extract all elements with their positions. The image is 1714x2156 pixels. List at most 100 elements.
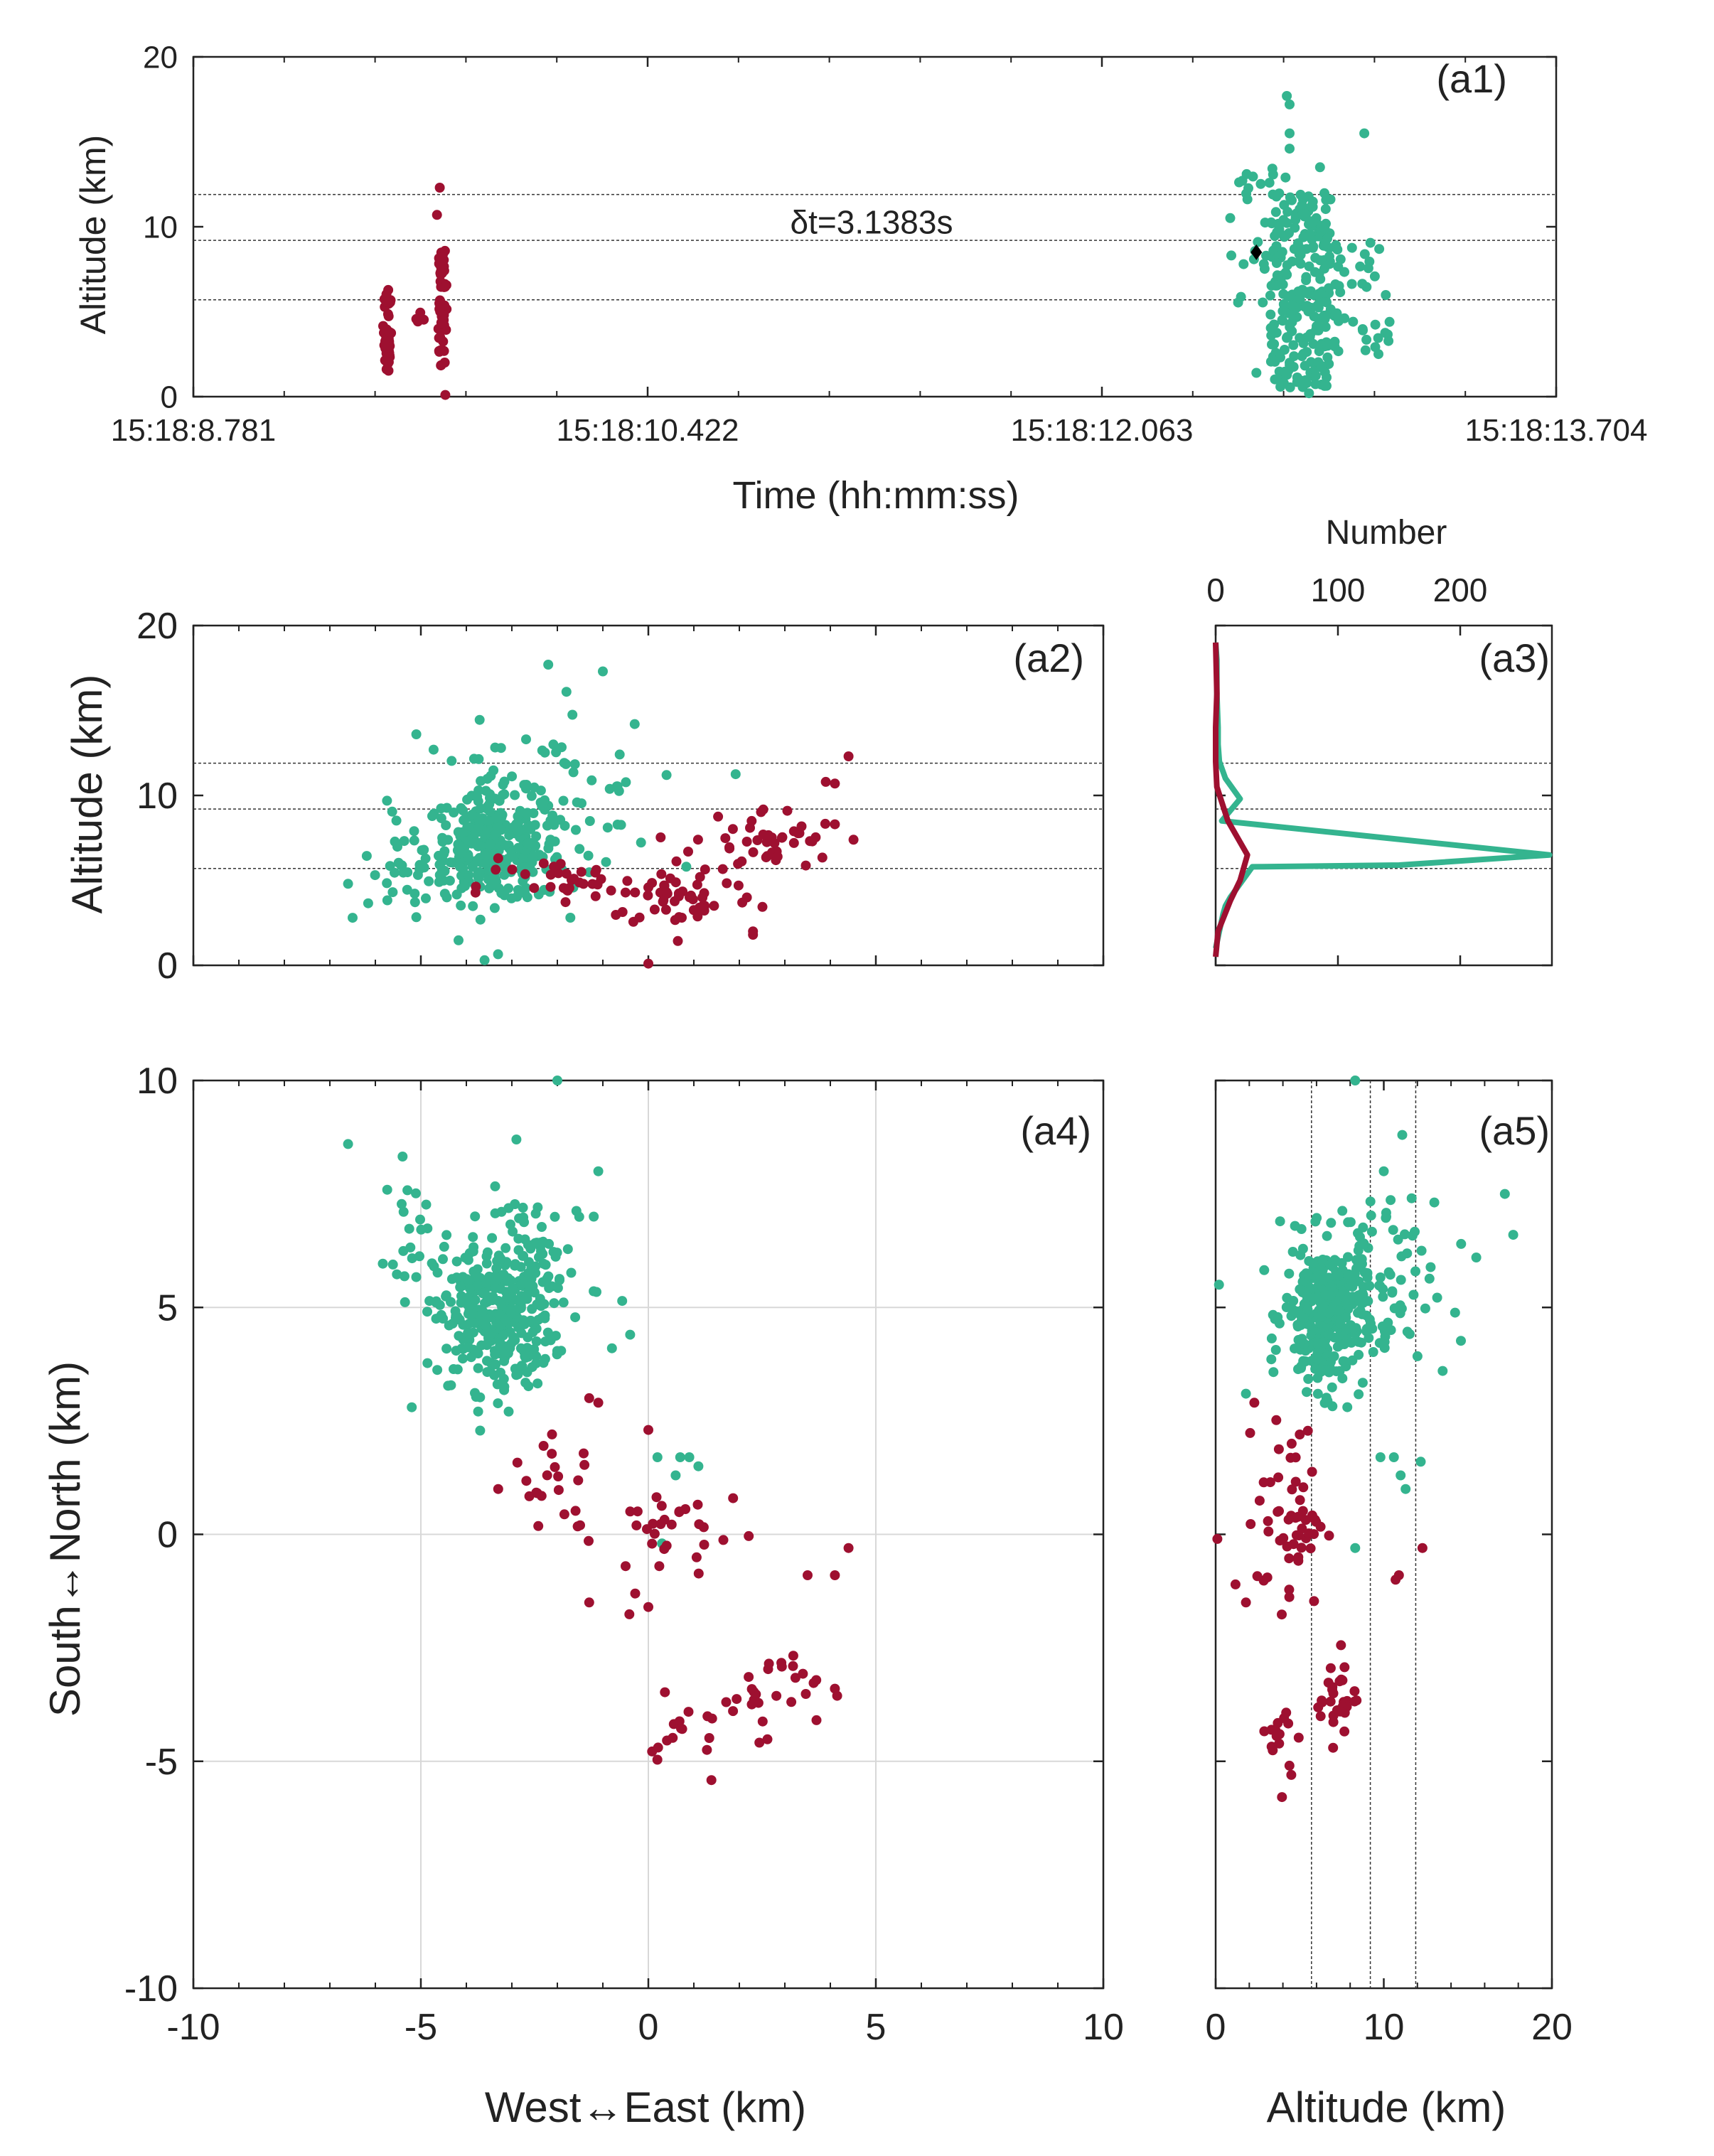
data-point-green bbox=[491, 1263, 502, 1274]
data-point-green bbox=[496, 1253, 506, 1264]
data-point-green bbox=[483, 815, 493, 826]
data-point-green bbox=[400, 1271, 409, 1282]
data-point-green bbox=[1361, 334, 1372, 345]
data-point-red bbox=[720, 833, 731, 844]
panel-label-a1: (a1) bbox=[1436, 56, 1507, 101]
histogram-line-green bbox=[1213, 642, 1553, 949]
data-point-green bbox=[521, 734, 531, 745]
data-point-green bbox=[1322, 372, 1332, 382]
data-point-red bbox=[686, 890, 696, 901]
data-point-green bbox=[409, 835, 419, 846]
data-point-red bbox=[668, 1732, 678, 1743]
data-point-green bbox=[555, 1274, 564, 1285]
data-point-green bbox=[464, 1342, 473, 1353]
x-tick-label: 10 bbox=[1364, 2007, 1405, 2048]
data-point-green bbox=[577, 798, 586, 809]
data-point-red bbox=[1277, 1792, 1287, 1803]
y-tick-label: -5 bbox=[145, 1742, 178, 1783]
data-point-green bbox=[1270, 1345, 1281, 1355]
data-point-green bbox=[1305, 329, 1316, 339]
data-point-green bbox=[531, 831, 542, 842]
data-point-green bbox=[1251, 368, 1262, 378]
data-point-green bbox=[1312, 1388, 1323, 1399]
data-point-green bbox=[416, 1224, 427, 1235]
data-point-red bbox=[660, 904, 671, 915]
data-point-green bbox=[652, 1452, 663, 1462]
data-point-green bbox=[1275, 1216, 1285, 1227]
data-point-green bbox=[1389, 1303, 1400, 1314]
histogram-line-red bbox=[1213, 642, 1250, 958]
data-point-red bbox=[1249, 1398, 1260, 1408]
data-point-red bbox=[1294, 1530, 1305, 1540]
data-point-green bbox=[1324, 1272, 1334, 1283]
data-point-green bbox=[1282, 206, 1293, 217]
data-point-green bbox=[601, 857, 611, 867]
data-point-green bbox=[511, 1135, 522, 1144]
data-point-green bbox=[456, 1297, 466, 1308]
delta-t-annotation: δt=3.1383s bbox=[791, 204, 953, 241]
data-point-red bbox=[704, 1733, 714, 1743]
data-point-green bbox=[1358, 325, 1368, 336]
data-point-red bbox=[631, 1520, 642, 1530]
data-point-green bbox=[1393, 1234, 1403, 1245]
data-point-green bbox=[555, 815, 566, 825]
data-point-green bbox=[1259, 264, 1270, 274]
data-point-red bbox=[695, 904, 706, 915]
data-point-green bbox=[1374, 244, 1385, 254]
data-point-green bbox=[1243, 183, 1253, 193]
data-point-red bbox=[573, 1475, 584, 1486]
data-point-green bbox=[505, 1219, 515, 1230]
data-point-red bbox=[1245, 1427, 1255, 1438]
data-point-red bbox=[533, 1521, 544, 1531]
x-tick-label: 15:18:12.063 bbox=[1011, 413, 1194, 448]
data-point-green bbox=[1302, 1292, 1312, 1302]
x-tick-label: 5 bbox=[866, 2007, 887, 2048]
data-point-red bbox=[1293, 1732, 1304, 1743]
data-point-green bbox=[508, 1283, 518, 1293]
data-point-red bbox=[748, 847, 759, 857]
data-point-red bbox=[1262, 1572, 1273, 1583]
data-point-green bbox=[439, 889, 450, 899]
data-point-red bbox=[630, 887, 641, 898]
data-point-green bbox=[443, 1380, 454, 1391]
data-point-red bbox=[524, 1491, 535, 1501]
data-point-green bbox=[548, 739, 559, 750]
data-point-green bbox=[1272, 280, 1282, 291]
data-point-green bbox=[504, 830, 515, 841]
data-point-red bbox=[1305, 1543, 1316, 1554]
data-point-green bbox=[1396, 1275, 1406, 1285]
data-point-green bbox=[636, 837, 646, 848]
data-point-green bbox=[522, 822, 532, 833]
data-point-red bbox=[671, 856, 682, 867]
data-point-green bbox=[1412, 1351, 1423, 1361]
data-point-green bbox=[490, 1349, 500, 1360]
y-tick-label: 5 bbox=[157, 1287, 178, 1329]
data-point-green bbox=[1338, 1285, 1349, 1296]
data-point-red bbox=[788, 1661, 798, 1671]
data-point-green bbox=[1360, 345, 1371, 355]
data-point-green bbox=[1386, 1195, 1396, 1206]
data-point-red bbox=[411, 313, 422, 324]
data-point-red bbox=[643, 1602, 653, 1612]
data-point-green bbox=[470, 1294, 481, 1305]
x-tick-label: 0 bbox=[1206, 572, 1225, 608]
data-point-red bbox=[655, 1519, 666, 1529]
data-point-red bbox=[722, 878, 732, 889]
data-point-green bbox=[1268, 1367, 1279, 1378]
x-tick-label: -10 bbox=[166, 2007, 220, 2048]
data-point-green bbox=[1331, 1256, 1341, 1267]
data-point-green bbox=[491, 812, 501, 823]
data-point-green bbox=[535, 785, 546, 796]
data-point-green bbox=[396, 860, 407, 871]
data-point-red bbox=[1212, 1533, 1223, 1544]
data-point-green bbox=[500, 1314, 511, 1325]
data-point-green bbox=[1381, 1211, 1391, 1222]
data-point-red bbox=[843, 1543, 854, 1553]
data-point-red bbox=[520, 869, 530, 879]
data-point-green bbox=[421, 893, 431, 903]
data-point-green bbox=[1378, 1166, 1389, 1176]
data-point-green bbox=[500, 840, 510, 850]
data-point-green bbox=[1383, 1317, 1393, 1328]
data-point-green bbox=[693, 1461, 704, 1471]
data-point-green bbox=[1270, 374, 1280, 385]
